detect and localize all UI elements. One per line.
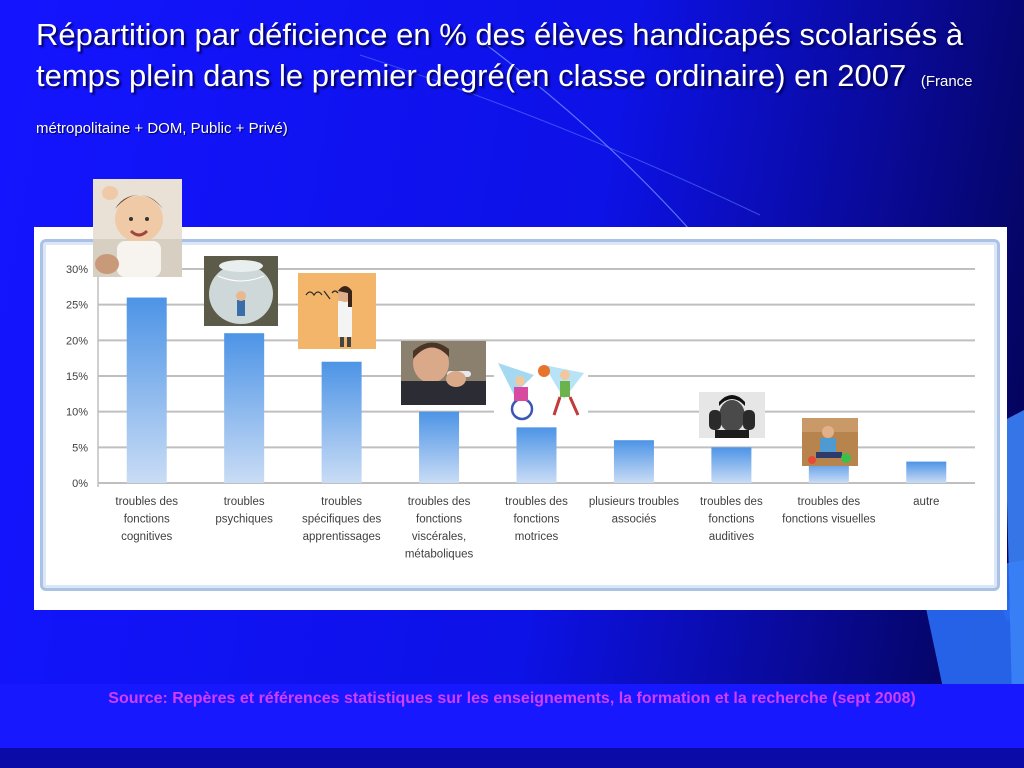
- y-tick-label: 5%: [72, 442, 88, 454]
- bar-chart: 0% 5% 10% 15% 20% 25% 30% troubles des fonctions…: [66, 264, 975, 561]
- y-tick-label: 30%: [66, 264, 88, 276]
- slide-subtitle: (France métropolitaine + DOM, Public + P…: [36, 73, 973, 137]
- wheelchair-children-playing-drawing: [494, 355, 588, 422]
- source-note: Source: Repères et références statistiqu…: [108, 690, 916, 707]
- child-playing-on-floor-photo: [802, 418, 858, 466]
- bar: [126, 297, 167, 483]
- bottom-band: [0, 748, 1024, 768]
- x-tick-label: troubles psychiques: [215, 496, 273, 526]
- x-tick-label: troubles des fonctions auditives: [700, 496, 763, 543]
- source-band: [0, 684, 1024, 748]
- x-tick-label: troubles des fonctions motrices: [505, 496, 568, 543]
- bar: [321, 361, 362, 483]
- x-tick-label: autre: [913, 496, 939, 508]
- bar: [711, 447, 752, 483]
- x-tick-label: troubles des fonctions viscérales, métaboli…: [405, 496, 474, 561]
- bar: [906, 461, 947, 483]
- y-tick-label: 0%: [72, 478, 88, 490]
- x-tick-label: troubles spécifiques des apprentissages: [302, 496, 382, 543]
- y-tick-label: 20%: [66, 335, 88, 347]
- slide-title: Répartition par déficience en % des élèv…: [36, 14, 996, 149]
- slide-title-text: Répartition par déficience en % des élèv…: [36, 17, 964, 93]
- child-covering-ears-photo: [699, 392, 765, 438]
- x-tick-label: plusieurs troubles associés: [589, 496, 679, 526]
- x-tick-label: troubles des fonctions visuelles: [782, 496, 876, 526]
- y-tick-label: 10%: [66, 407, 88, 419]
- bar: [516, 427, 557, 483]
- bar: [419, 411, 460, 483]
- child-in-glass-jar-photo: [204, 256, 278, 326]
- boy-with-dropper-photo: [401, 341, 486, 405]
- child-laughing-photo: [93, 179, 182, 277]
- bar: [224, 333, 265, 483]
- child-writing-on-wall-photo: [298, 273, 376, 349]
- y-tick-label: 15%: [66, 371, 88, 383]
- x-tick-label: troubles des fonctions cognitives: [115, 496, 178, 543]
- y-tick-label: 25%: [66, 300, 88, 312]
- bar: [613, 440, 654, 483]
